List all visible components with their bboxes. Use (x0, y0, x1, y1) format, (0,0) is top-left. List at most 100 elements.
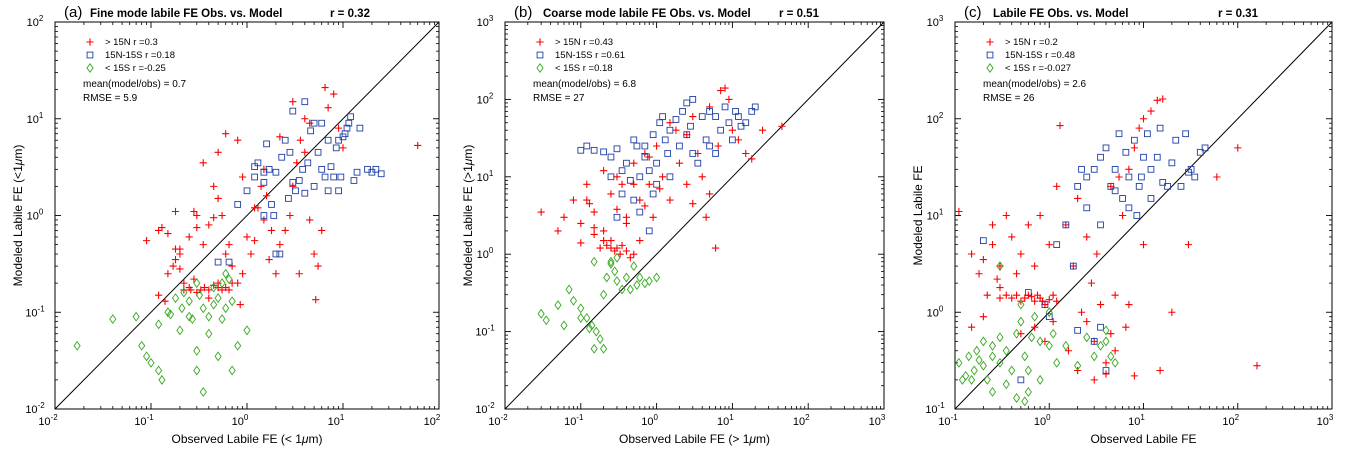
data-point (600, 148, 607, 156)
data-point (973, 345, 981, 356)
data-point (314, 262, 322, 270)
data-point (1049, 291, 1057, 299)
data-point (1097, 153, 1104, 161)
x-tick-exponent: 3 (1329, 413, 1334, 422)
data-point (645, 180, 653, 188)
data-point (1053, 241, 1061, 248)
data-point (1153, 153, 1161, 161)
y-tick-base: 10 (927, 114, 939, 126)
data-point (565, 284, 573, 295)
data-point (185, 233, 193, 241)
data-point (1139, 115, 1148, 123)
data-point (312, 296, 320, 304)
data-point (234, 201, 242, 208)
x-axis-label-part: μ (301, 432, 309, 446)
y-tick-base: 10 (27, 211, 39, 223)
data-point (689, 200, 697, 208)
chart-title: Fine mode labile FE Obs. vs. Model (90, 8, 282, 20)
data-point (73, 340, 81, 351)
data-point (590, 208, 598, 216)
data-point (596, 244, 604, 252)
data-point (1125, 165, 1133, 173)
data-point (633, 280, 641, 290)
data-point (600, 289, 608, 300)
data-point (641, 153, 649, 161)
data-point (636, 208, 644, 216)
data-point (728, 126, 736, 134)
y-tick-base: 10 (927, 307, 939, 319)
x-tick-label: 101 (717, 413, 734, 428)
data-point (222, 130, 230, 138)
data-point (234, 136, 242, 144)
data-point (1115, 173, 1123, 181)
data-point (737, 122, 745, 130)
data-point (247, 250, 255, 258)
x-tick-base: 10 (488, 416, 500, 428)
data-point (1012, 270, 1021, 278)
data-point (577, 239, 585, 247)
data-point (649, 213, 657, 221)
data-point (318, 226, 326, 235)
data-point (263, 140, 270, 148)
data-point (295, 270, 303, 278)
data-point (1102, 144, 1110, 152)
data-point (138, 340, 146, 351)
y-axis-label-part: μ (11, 158, 25, 166)
data-point (734, 136, 743, 144)
data-point (330, 90, 338, 98)
data-point (1069, 262, 1077, 270)
data-point (748, 108, 756, 115)
data-point (337, 173, 345, 181)
data-point (306, 216, 314, 224)
data-point (577, 219, 585, 227)
data-point (711, 244, 720, 252)
data-point (234, 340, 242, 351)
data-point (222, 303, 230, 314)
data-point (623, 159, 630, 167)
data-point (996, 332, 1004, 343)
x-tick-label: 10-2 (488, 413, 508, 428)
data-point (176, 245, 184, 253)
data-point (683, 131, 691, 139)
data-point (236, 300, 244, 309)
data-point (698, 173, 706, 181)
data-point (1090, 376, 1098, 384)
data-point (613, 205, 621, 213)
data-point (988, 241, 997, 249)
data-point (289, 98, 297, 106)
data-point (975, 270, 983, 278)
y-tick-base: 10 (477, 249, 489, 261)
data-point (285, 195, 292, 202)
data-point (205, 311, 213, 322)
legend-marker (986, 63, 994, 73)
y-tick-exponent: 3 (939, 14, 944, 23)
data-point (286, 148, 294, 156)
data-point (705, 103, 714, 111)
y-axis-label-part: m) (461, 145, 475, 159)
data-point (1125, 173, 1133, 181)
x-tick-label: 100 (232, 413, 249, 428)
data-point (1164, 183, 1171, 190)
legend-marker (536, 63, 544, 73)
data-point (958, 374, 967, 385)
data-point (1125, 204, 1133, 212)
data-point (675, 159, 684, 167)
x-tick-label: 10-1 (564, 413, 584, 428)
data-point (1159, 95, 1167, 103)
x-tick-label: 10-2 (38, 413, 58, 428)
data-point (988, 340, 997, 351)
data-point (268, 201, 275, 208)
y-tick-label: 100 (27, 208, 44, 223)
data-point (260, 216, 268, 224)
data-point (239, 270, 247, 278)
y-tick-exponent: -1 (938, 401, 946, 410)
y-tick-exponent: 1 (939, 208, 944, 217)
data-point (193, 223, 201, 232)
x-tick-base: 10 (134, 416, 146, 428)
x-tick-label: 103 (1317, 413, 1334, 428)
data-point (1064, 347, 1073, 355)
data-point (645, 167, 653, 175)
data-point (1045, 313, 1053, 321)
legend-marker (86, 63, 94, 73)
data-point (1062, 221, 1070, 229)
